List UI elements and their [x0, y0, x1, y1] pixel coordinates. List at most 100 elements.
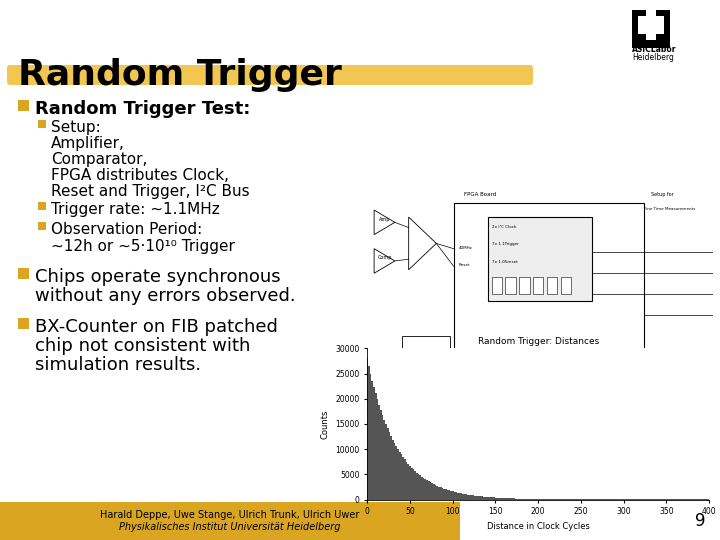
Bar	[397, 449, 399, 500]
Text: 7x 1.1Trigger: 7x 1.1Trigger	[492, 242, 518, 246]
Bar	[486, 497, 487, 500]
Text: Amplifier,: Amplifier,	[51, 136, 125, 151]
Bar	[467, 495, 469, 500]
Bar	[632, 40, 670, 48]
Bar	[408, 464, 409, 500]
Bar	[18, 318, 29, 329]
Bar	[547, 410, 588, 453]
Bar	[404, 460, 405, 500]
Bar	[375, 394, 377, 500]
Bar	[38, 222, 46, 230]
Bar	[526, 499, 527, 500]
Bar	[392, 440, 394, 500]
Bar	[485, 497, 486, 500]
Bar	[370, 374, 372, 500]
Text: OTTSa1: OTTSa1	[560, 413, 575, 416]
Bar	[519, 276, 530, 294]
Text: without any errors observed.: without any errors observed.	[35, 287, 296, 305]
Text: BX-Counter on FIB patched: BX-Counter on FIB patched	[35, 318, 278, 336]
Bar	[476, 496, 477, 500]
Bar	[498, 410, 540, 453]
Text: chip not consistent with: chip not consistent with	[35, 337, 251, 355]
Bar	[428, 482, 430, 500]
Bar	[446, 490, 449, 500]
Bar	[480, 496, 481, 500]
Bar	[430, 482, 431, 500]
Text: OTTSa0: OTTSa0	[512, 413, 527, 416]
Text: Random Trigger: Random Trigger	[18, 58, 342, 92]
Bar	[18, 268, 29, 279]
Bar	[656, 10, 670, 48]
Bar	[462, 494, 464, 500]
Bar	[378, 405, 380, 500]
Text: Trigger rate: ~1.1MHz: Trigger rate: ~1.1MHz	[51, 202, 220, 217]
Bar	[18, 100, 29, 111]
Bar	[411, 468, 413, 500]
Bar	[482, 497, 485, 500]
Text: 7x 1.05reset: 7x 1.05reset	[492, 260, 518, 264]
Text: Comparator,: Comparator,	[51, 152, 148, 167]
Bar	[418, 474, 419, 500]
Bar	[471, 495, 472, 500]
Bar	[490, 497, 491, 500]
Bar	[508, 498, 510, 500]
Text: Reset: Reset	[459, 263, 470, 267]
Bar	[474, 496, 476, 500]
Bar	[515, 498, 517, 500]
Bar	[421, 477, 423, 500]
Bar	[399, 452, 400, 500]
Bar	[466, 494, 467, 500]
Bar	[527, 499, 528, 500]
Bar	[394, 443, 395, 500]
Bar	[390, 436, 392, 500]
Bar	[385, 424, 387, 500]
Bar	[452, 491, 454, 500]
Bar	[460, 494, 462, 500]
Bar	[531, 499, 532, 500]
Y-axis label: Counts: Counts	[320, 409, 330, 438]
Bar	[423, 478, 425, 500]
Bar	[436, 486, 438, 500]
Bar	[455, 492, 457, 500]
Bar	[454, 203, 644, 396]
Bar	[492, 276, 502, 294]
Bar	[38, 202, 46, 210]
Bar	[426, 481, 428, 500]
Text: Physikalisches Institut Universität Heidelberg: Physikalisches Institut Universität Heid…	[120, 522, 341, 532]
Bar	[528, 499, 531, 500]
Bar	[496, 498, 498, 500]
Bar	[0, 502, 460, 540]
Bar	[435, 485, 436, 500]
Bar	[457, 492, 459, 500]
Bar	[487, 497, 490, 500]
Bar	[481, 496, 482, 500]
Bar	[382, 415, 384, 500]
Bar	[469, 495, 471, 500]
Bar	[445, 489, 446, 500]
Bar	[638, 16, 664, 34]
Bar	[433, 484, 435, 500]
Text: 2x I²C Clock: 2x I²C Clock	[492, 225, 516, 228]
Text: 9: 9	[695, 512, 705, 530]
Bar	[409, 382, 444, 389]
Bar	[444, 489, 445, 500]
Bar	[400, 455, 402, 500]
Title: Random Trigger: Distances: Random Trigger: Distances	[477, 337, 599, 346]
Bar	[38, 120, 46, 128]
Bar	[366, 359, 368, 500]
Bar	[409, 465, 411, 500]
Bar	[491, 497, 493, 500]
Bar	[405, 462, 408, 500]
Bar	[477, 496, 480, 500]
Text: Amp: Amp	[379, 217, 390, 221]
Bar	[503, 498, 505, 500]
Bar	[501, 498, 503, 500]
X-axis label: Distance in Clock Cycles: Distance in Clock Cycles	[487, 522, 590, 531]
Bar	[532, 499, 534, 500]
Text: 40MHz: 40MHz	[459, 246, 472, 249]
Bar	[395, 446, 397, 500]
Bar	[450, 491, 452, 500]
Bar	[416, 472, 418, 500]
Bar	[517, 498, 518, 500]
Bar	[449, 490, 450, 500]
